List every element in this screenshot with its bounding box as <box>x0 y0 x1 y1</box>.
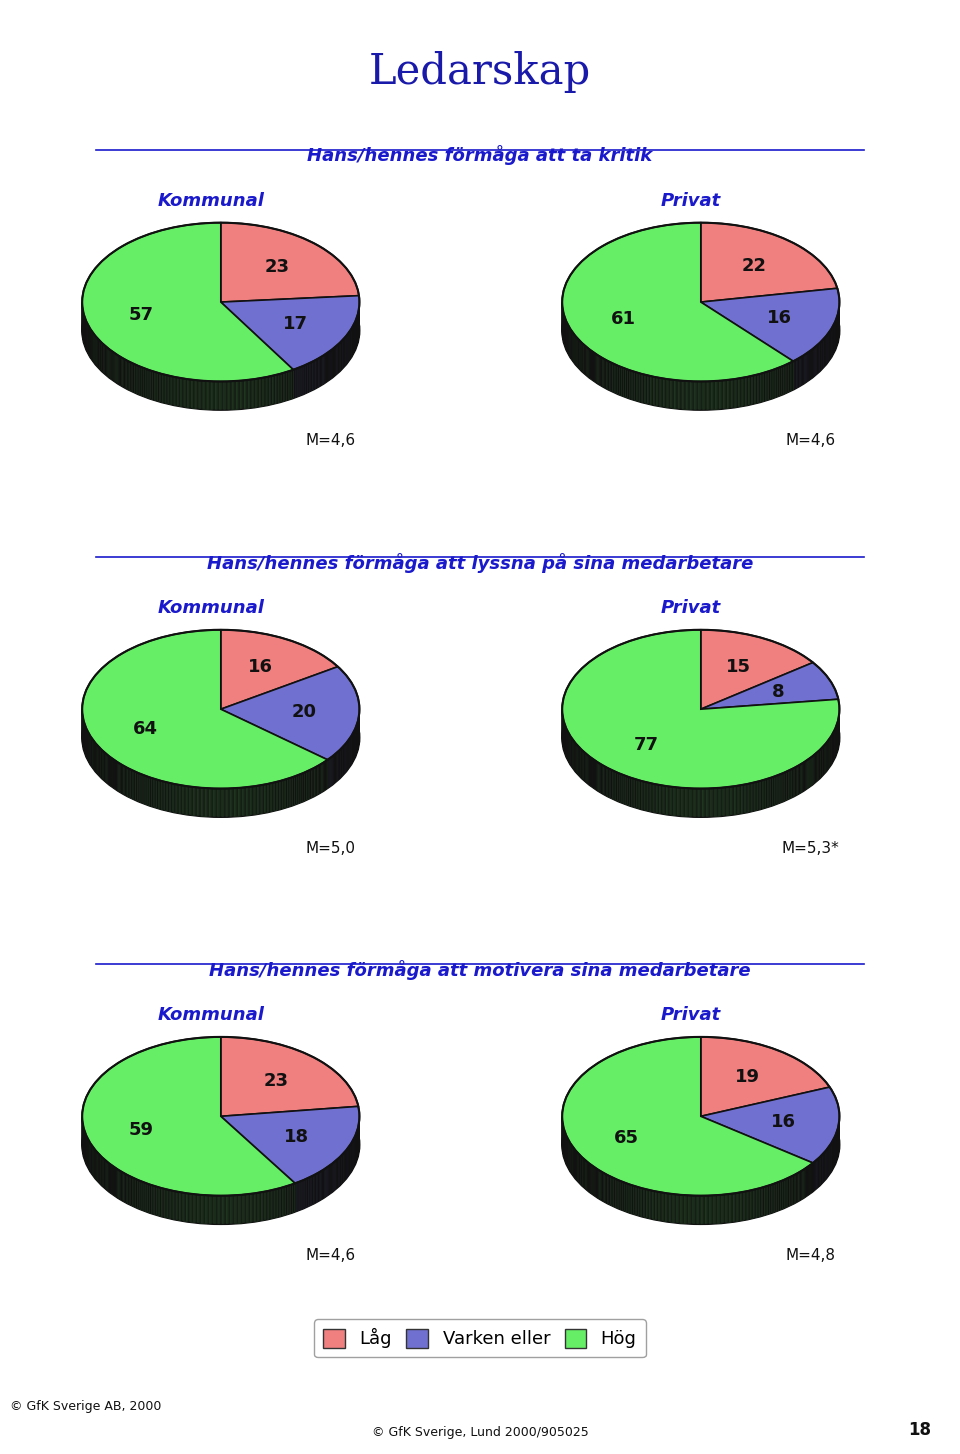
Ellipse shape <box>563 252 839 410</box>
Ellipse shape <box>563 1066 839 1224</box>
Text: 16: 16 <box>771 1114 796 1131</box>
Polygon shape <box>701 288 839 361</box>
Text: Ledarskap: Ledarskap <box>369 51 591 93</box>
Polygon shape <box>221 1106 359 1184</box>
Text: 17: 17 <box>282 314 307 333</box>
Text: 8: 8 <box>772 683 784 701</box>
Polygon shape <box>83 630 327 788</box>
Polygon shape <box>701 222 837 302</box>
Polygon shape <box>563 222 793 381</box>
Text: Hans/hennes förmåga att lyssna på sina medarbetare: Hans/hennes förmåga att lyssna på sina m… <box>206 553 754 573</box>
Text: Hans/hennes förmåga att motivera sina medarbetare: Hans/hennes förmåga att motivera sina me… <box>209 960 751 980</box>
Text: Privat: Privat <box>661 192 721 209</box>
Text: 64: 64 <box>133 721 158 739</box>
Polygon shape <box>83 222 294 381</box>
Ellipse shape <box>563 659 839 817</box>
Polygon shape <box>221 1037 358 1117</box>
Text: 77: 77 <box>634 736 659 755</box>
Polygon shape <box>83 1037 295 1195</box>
Ellipse shape <box>83 1066 359 1224</box>
Polygon shape <box>563 630 839 788</box>
Text: 18: 18 <box>908 1422 931 1439</box>
Text: Privat: Privat <box>661 1006 721 1024</box>
Text: 57: 57 <box>129 305 154 324</box>
Text: Kommunal: Kommunal <box>157 192 265 209</box>
Text: M=5,0: M=5,0 <box>305 840 355 855</box>
Polygon shape <box>701 1037 829 1117</box>
Text: © GfK Sverige, Lund 2000/905025: © GfK Sverige, Lund 2000/905025 <box>372 1426 588 1439</box>
Text: 20: 20 <box>291 704 316 721</box>
Ellipse shape <box>83 659 359 817</box>
Text: Hans/hennes förmåga att ta kritik: Hans/hennes förmåga att ta kritik <box>307 145 653 166</box>
Polygon shape <box>563 1037 813 1195</box>
Ellipse shape <box>83 252 359 410</box>
Text: 61: 61 <box>611 310 636 329</box>
Text: M=4,8: M=4,8 <box>785 1248 835 1262</box>
Polygon shape <box>701 663 838 710</box>
Legend: Låg, Varken eller, Hög: Låg, Varken eller, Hög <box>314 1319 646 1358</box>
Text: 65: 65 <box>614 1128 639 1147</box>
Polygon shape <box>221 222 359 302</box>
Text: M=4,6: M=4,6 <box>785 433 835 448</box>
Text: 23: 23 <box>263 1072 288 1089</box>
Text: M=5,3*: M=5,3* <box>781 840 839 855</box>
Text: M=4,6: M=4,6 <box>305 1248 355 1262</box>
Polygon shape <box>221 666 359 760</box>
Text: 16: 16 <box>249 659 274 676</box>
Text: 16: 16 <box>767 308 792 327</box>
Polygon shape <box>221 295 359 369</box>
Text: M=4,6: M=4,6 <box>305 433 355 448</box>
Text: 19: 19 <box>735 1067 760 1086</box>
Polygon shape <box>701 630 813 710</box>
Text: 18: 18 <box>283 1128 308 1146</box>
Text: 59: 59 <box>129 1121 154 1138</box>
Text: Privat: Privat <box>661 599 721 616</box>
Text: Kommunal: Kommunal <box>157 599 265 616</box>
Text: 15: 15 <box>726 657 751 676</box>
Text: Kommunal: Kommunal <box>157 1006 265 1024</box>
Polygon shape <box>221 630 338 710</box>
Text: 22: 22 <box>742 256 767 275</box>
Text: © GfK Sverige AB, 2000: © GfK Sverige AB, 2000 <box>10 1400 161 1413</box>
Polygon shape <box>701 1088 839 1163</box>
Text: 23: 23 <box>265 257 290 276</box>
